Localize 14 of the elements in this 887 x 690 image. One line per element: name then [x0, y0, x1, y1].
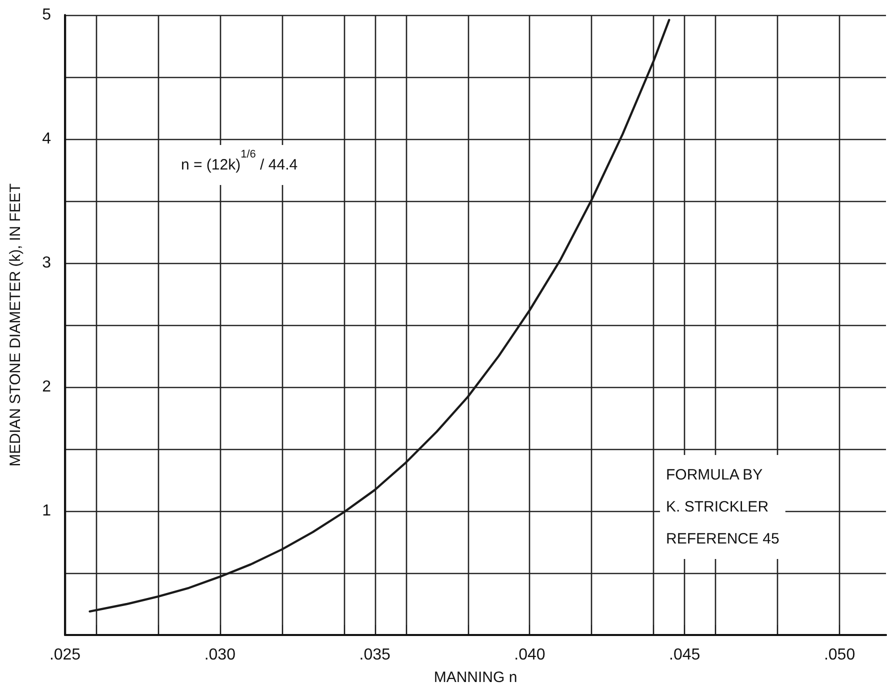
y-tick-label: 5 — [42, 6, 52, 24]
y-axis-title: MEDIAN STONE DIAMETER (k), IN FEET — [7, 183, 24, 467]
x-tick-label: .035 — [359, 646, 390, 664]
annotation: FORMULA BY K. STRICKLER REFERENCE 45 — [666, 466, 780, 548]
y-tick-label: 3 — [42, 254, 52, 272]
x-tick-label: .040 — [514, 646, 546, 664]
y-tick-label: 1 — [42, 502, 52, 520]
x-tick-label: .045 — [669, 646, 700, 664]
x-axis-title: MANNING n — [434, 669, 518, 686]
x-tick-label: .025 — [49, 646, 81, 664]
y-tick-label: 4 — [42, 130, 52, 148]
x-tick-label: .050 — [824, 646, 856, 664]
y-tick-label: 2 — [42, 378, 52, 396]
x-tick-label: .030 — [204, 646, 236, 664]
